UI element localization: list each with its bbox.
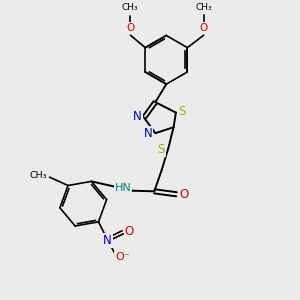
Text: O: O — [125, 225, 134, 238]
Text: S: S — [158, 143, 165, 156]
Text: CH₃: CH₃ — [196, 2, 213, 11]
Text: CH₃: CH₃ — [30, 171, 47, 180]
Text: O⁻: O⁻ — [115, 252, 130, 262]
Text: O: O — [179, 188, 189, 201]
Text: O: O — [200, 23, 208, 33]
Text: O: O — [126, 23, 134, 33]
Text: N: N — [133, 110, 142, 123]
Text: HN: HN — [115, 183, 131, 194]
Text: CH₃: CH₃ — [122, 3, 138, 12]
Text: N: N — [103, 234, 112, 247]
Text: S: S — [179, 105, 186, 118]
Text: N: N — [143, 127, 152, 140]
